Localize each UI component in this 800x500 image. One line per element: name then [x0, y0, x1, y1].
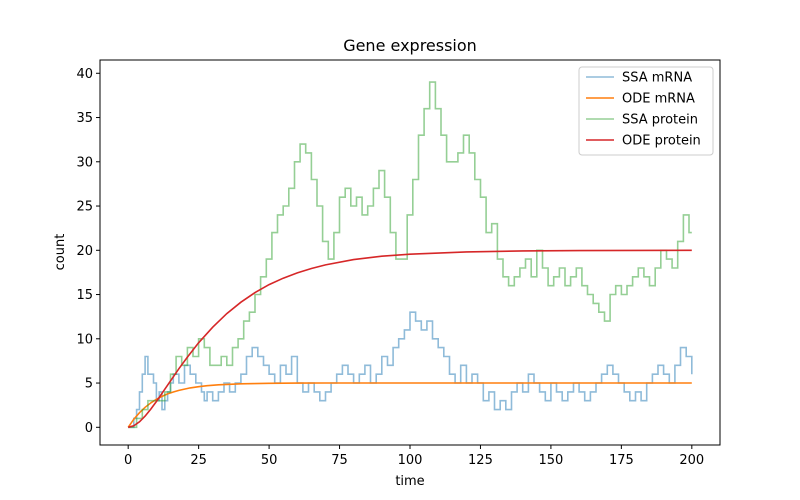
legend-label-ode-protein: ODE protein [622, 134, 701, 149]
chart-title: Gene expression [343, 36, 477, 55]
x-tick-label: 150 [538, 453, 563, 468]
x-tick-label: 100 [398, 453, 423, 468]
x-tick-label: 125 [468, 453, 493, 468]
plot-area [99, 59, 721, 446]
legend: SSA mRNA ODE mRNA SSA protein ODE protein [578, 66, 714, 156]
legend-label-ssa-mrna: SSA mRNA [622, 71, 692, 86]
y-axis: 0 5 10 15 20 25 30 35 40 [76, 67, 100, 436]
y-tick-label: 25 [76, 200, 93, 215]
x-tick-label: 175 [609, 453, 634, 468]
series-line-ssa-protein [128, 81, 692, 429]
series-line-ode-mrna [127, 382, 692, 428]
y-tick-label: 35 [76, 111, 93, 126]
y-tick-label: 0 [85, 421, 93, 436]
series-line-ode-protein [127, 249, 692, 429]
x-tick-label: 50 [261, 453, 278, 468]
legend-label-ode-mrna: ODE mRNA [622, 92, 695, 107]
x-tick-label: 25 [190, 453, 207, 468]
y-tick-label: 5 [85, 377, 93, 392]
y-tick-label: 10 [76, 332, 93, 347]
x-tick-label: 200 [679, 453, 704, 468]
x-tick-label: 0 [124, 453, 132, 468]
series-layer [127, 81, 693, 429]
y-tick-label: 15 [76, 288, 93, 303]
legend-label-ssa-protein: SSA protein [622, 113, 698, 128]
y-tick-label: 30 [76, 155, 93, 170]
x-axis-label: time [395, 474, 424, 489]
x-tick-label: 75 [331, 453, 348, 468]
y-tick-label: 40 [76, 67, 93, 82]
y-axis-label: count [53, 234, 68, 271]
legend-box [578, 66, 714, 156]
series-line-ssa-mrna [128, 311, 693, 429]
x-axis: 0 25 50 75 100 125 150 175 200 [124, 445, 704, 468]
y-tick-label: 20 [76, 244, 93, 259]
